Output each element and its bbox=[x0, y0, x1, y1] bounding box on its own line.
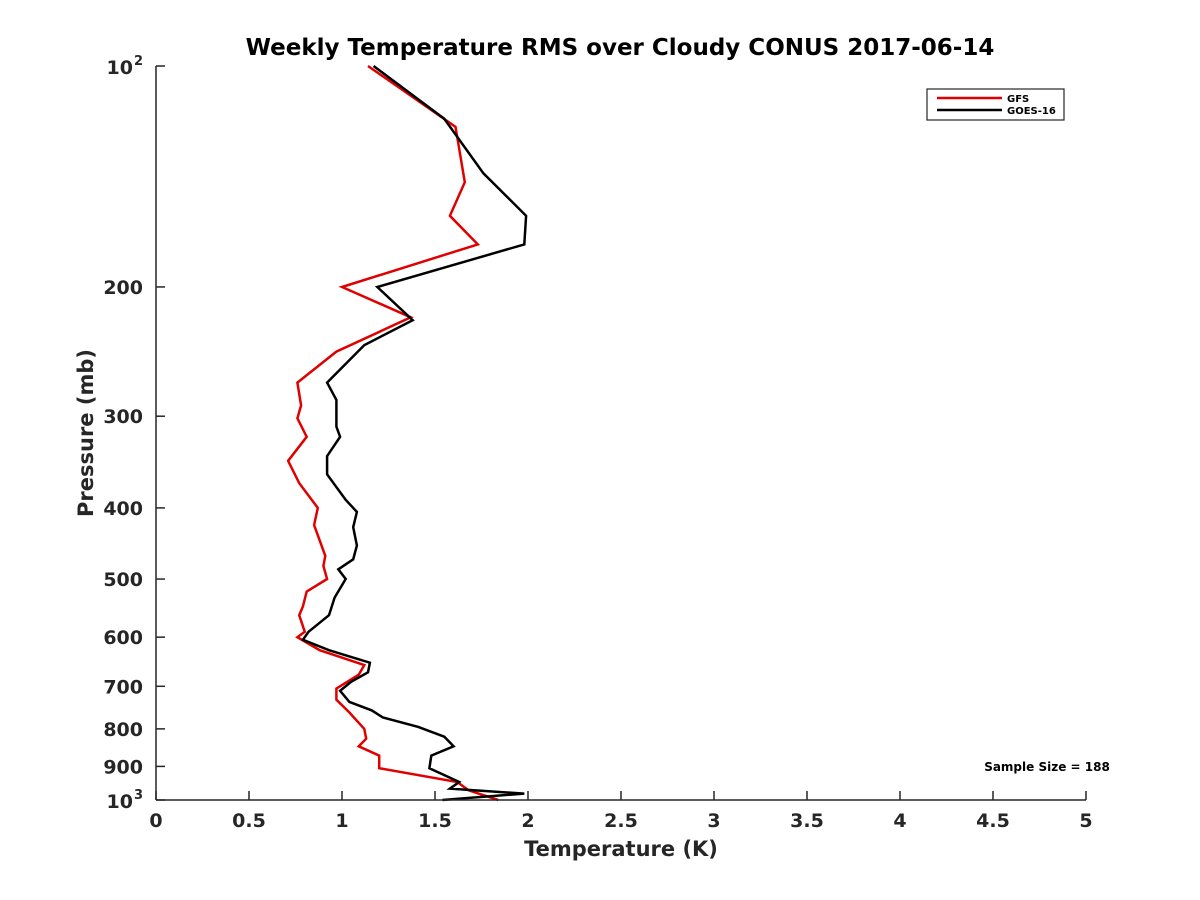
x-tick-label: 2 bbox=[521, 810, 534, 832]
y-tick-label: 300 bbox=[103, 406, 143, 428]
sample-size-annotation: Sample Size = 188 bbox=[984, 760, 1110, 774]
legend: GFS GOES-16 bbox=[926, 88, 1065, 121]
y-tick-label: 200 bbox=[103, 277, 143, 299]
y-tick-label: 700 bbox=[103, 676, 143, 698]
legend-label-goes16: GOES-16 bbox=[1007, 106, 1056, 117]
y-tick-exponent: 3 bbox=[134, 788, 143, 803]
y-tick-label: 10 bbox=[107, 57, 133, 79]
x-tick-label: 0.5 bbox=[232, 810, 266, 832]
x-tick-label: 4.5 bbox=[976, 810, 1010, 832]
x-tick-label: 3.5 bbox=[790, 810, 824, 832]
series-line-goes16 bbox=[300, 64, 528, 802]
x-tick-label: 0 bbox=[149, 810, 162, 832]
y-tick-label: 600 bbox=[103, 627, 143, 649]
chart-title: Weekly Temperature RMS over Cloudy CONUS… bbox=[246, 35, 995, 61]
x-tick-label: 4 bbox=[893, 810, 906, 832]
y-axis-title: Pressure (mb) bbox=[74, 349, 98, 517]
x-tick-label: 1 bbox=[335, 810, 348, 832]
x-tick-label: 5 bbox=[1079, 810, 1092, 832]
legend-label-gfs: GFS bbox=[1007, 94, 1029, 105]
x-tick-label: 3 bbox=[707, 810, 720, 832]
legend-box bbox=[926, 88, 1065, 121]
y-tick-label: 800 bbox=[103, 719, 143, 741]
y-tick-label: 900 bbox=[103, 756, 143, 778]
x-tick-label: 1.5 bbox=[418, 810, 452, 832]
x-tick-label: 2.5 bbox=[604, 810, 638, 832]
y-tick-label: 500 bbox=[103, 569, 143, 591]
y-tick-exponent: 2 bbox=[134, 54, 143, 69]
y-tick-label: 10 bbox=[107, 791, 133, 813]
x-axis-ticks: 0 0.5 1 1.5 2 2.5 3 3.5 4 4.5 5 bbox=[149, 791, 1093, 832]
x-axis-title: Temperature (K) bbox=[524, 837, 718, 861]
series-line-gfs bbox=[286, 64, 499, 802]
y-tick-label: 400 bbox=[103, 498, 143, 520]
plot-marks bbox=[286, 64, 528, 802]
